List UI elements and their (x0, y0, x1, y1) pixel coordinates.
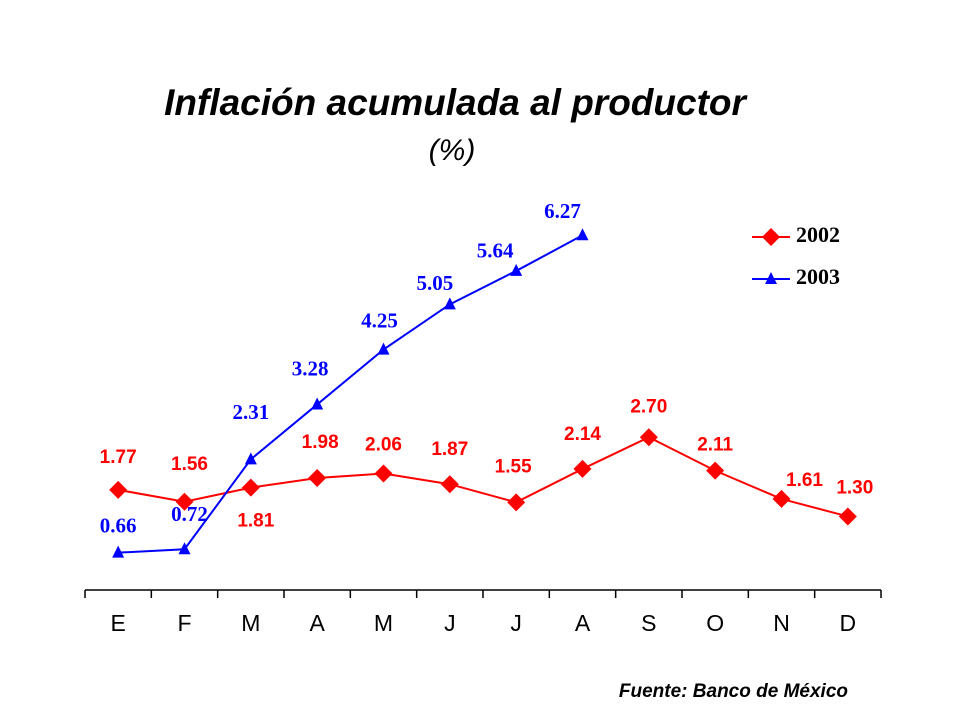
data-label: 2.06 (365, 434, 402, 455)
data-point (311, 397, 324, 410)
data-point (507, 493, 526, 512)
x-tick-label: O (706, 610, 724, 636)
data-point (244, 452, 257, 465)
data-point (109, 480, 128, 499)
data-label: 2.11 (697, 435, 733, 456)
data-point (374, 464, 393, 483)
legend-label: 2002 (796, 222, 840, 247)
x-tick-label: M (374, 610, 393, 636)
data-label: 2.70 (630, 396, 667, 417)
data-point (443, 297, 456, 310)
data-point (175, 492, 194, 511)
series-line (117, 436, 849, 518)
data-point (573, 459, 592, 478)
data-label: 5.64 (477, 239, 514, 263)
data-point (241, 478, 260, 497)
data-label: 1.30 (836, 477, 873, 498)
data-point (706, 461, 725, 480)
legend-marker (762, 228, 780, 246)
x-tick-label: J (444, 610, 456, 636)
data-label: 5.05 (416, 271, 453, 295)
chart-subtitle: (%) (429, 134, 476, 167)
x-tick-label: J (510, 610, 522, 636)
data-label: 1.55 (495, 456, 532, 477)
data-point (639, 428, 658, 447)
data-label: 2.31 (232, 400, 269, 424)
data-point (377, 342, 390, 355)
x-tick-label: S (641, 610, 656, 636)
data-label: 1.56 (171, 454, 208, 475)
data-point (308, 468, 327, 487)
data-point (178, 542, 191, 555)
data-label: 1.81 (237, 511, 274, 532)
chart-title: Inflación acumulada al productor (164, 82, 748, 123)
series-line (118, 234, 583, 554)
legend-marker (765, 272, 777, 284)
data-point (576, 228, 589, 241)
x-tick-label: D (840, 610, 857, 636)
x-tick-label: A (575, 610, 591, 636)
data-label: 1.77 (100, 447, 137, 468)
data-label: 0.66 (100, 513, 137, 537)
data-label: 4.25 (361, 308, 398, 332)
data-point (772, 489, 791, 508)
data-label: 1.87 (431, 439, 468, 460)
x-tick-label: E (110, 610, 125, 636)
data-label: 0.72 (171, 502, 208, 526)
data-point (440, 475, 459, 494)
legend-label: 2003 (796, 264, 840, 289)
data-label: 1.61 (786, 470, 823, 491)
data-label: 1.98 (302, 432, 339, 453)
data-point (112, 545, 125, 558)
x-tick-label: N (773, 610, 790, 636)
x-tick-label: A (309, 610, 325, 636)
data-point (838, 507, 857, 526)
data-label: 6.27 (544, 199, 581, 223)
data-point (510, 263, 523, 276)
data-label: 2.14 (564, 424, 601, 445)
source: Fuente: Banco de México (619, 681, 848, 702)
data-label: 3.28 (292, 356, 329, 380)
x-tick-label: F (177, 610, 191, 636)
x-tick-label: M (241, 610, 260, 636)
